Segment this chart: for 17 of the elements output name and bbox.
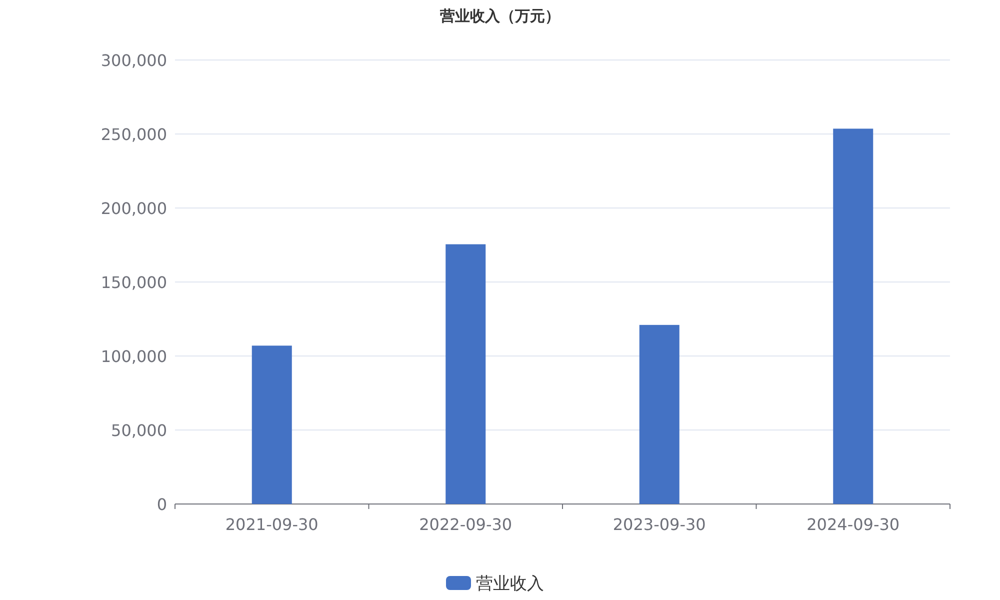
chart-title: 营业收入（万元） [439, 7, 560, 25]
x-tick-label: 2023-09-30 [612, 515, 706, 534]
x-tick-label: 2022-09-30 [419, 515, 512, 534]
y-tick-label: 150,000 [100, 273, 167, 292]
bar [252, 346, 292, 504]
bar [639, 324, 680, 504]
bar [446, 244, 486, 504]
y-tick-label: 250,000 [100, 125, 167, 144]
y-tick-label: 100,000 [100, 347, 167, 366]
x-tick-label: 2024-09-30 [806, 515, 900, 534]
x-tick-label: 2021-09-30 [225, 515, 318, 534]
y-tick-label: 300,000 [100, 51, 167, 70]
bar [833, 128, 874, 504]
y-tick-label: 200,000 [100, 199, 167, 218]
y-tick-label: 0 [156, 495, 167, 514]
legend-label: 营业收入 [476, 574, 544, 594]
y-tick-label: 50,000 [111, 421, 167, 440]
